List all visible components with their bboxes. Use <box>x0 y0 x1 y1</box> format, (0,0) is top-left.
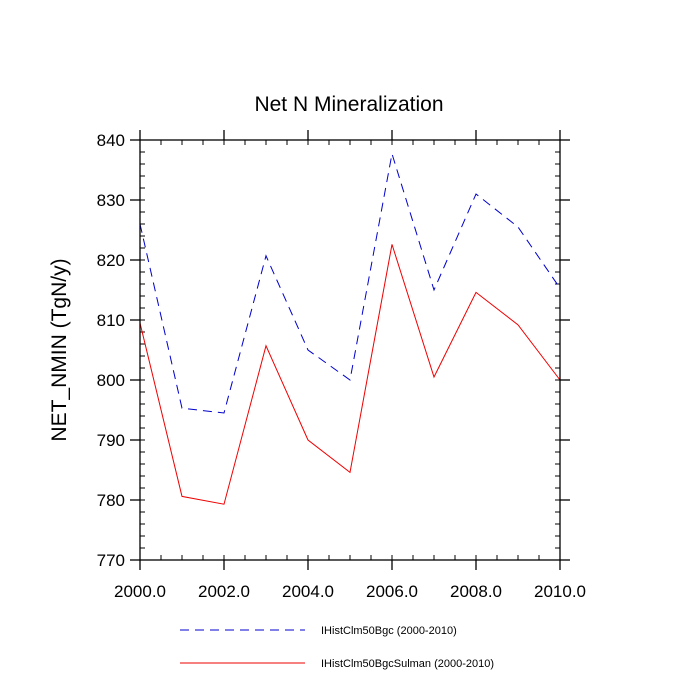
y-tick-label: 810 <box>97 311 125 330</box>
x-tick-label: 2010.0 <box>534 582 586 601</box>
chart-title: Net N Mineralization <box>254 93 443 116</box>
y-tick-label: 770 <box>97 551 125 570</box>
x-tick-label: 2006.0 <box>366 582 418 601</box>
y-axis-label: NET_NMIN (TgN/y) <box>48 258 71 441</box>
series-lines <box>139 153 561 505</box>
y-tick-label: 840 <box>97 131 125 150</box>
major-ticks <box>130 130 570 570</box>
x-tick-label: 2008.0 <box>450 582 502 601</box>
y-tick-label: 800 <box>97 371 125 390</box>
y-tick-label: 790 <box>97 431 125 450</box>
x-tick-label: 2004.0 <box>282 582 334 601</box>
y-tick-label: 780 <box>97 491 125 510</box>
series-line-2 <box>139 244 561 505</box>
minor-ticks <box>139 139 561 561</box>
legend: IHistClm50Bgc (2000-2010) IHistClm50BgcSu… <box>180 625 494 670</box>
legend-label-2: IHistClm50BgcSulman (2000-2010) <box>321 658 494 670</box>
y-tick-label: 820 <box>97 251 125 270</box>
series-line-1 <box>139 153 561 414</box>
y-tick-labels: 770 780 790 800 810 820 830 840 <box>97 131 125 570</box>
y-tick-label: 830 <box>97 191 125 210</box>
x-tick-label: 2002.0 <box>198 582 250 601</box>
plot-frame <box>139 139 561 561</box>
x-tick-labels: 2000.0 2002.0 2004.0 2006.0 2008.0 2010.0 <box>114 582 586 601</box>
x-tick-label: 2000.0 <box>114 582 166 601</box>
legend-label-1: IHistClm50Bgc (2000-2010) <box>321 625 457 637</box>
